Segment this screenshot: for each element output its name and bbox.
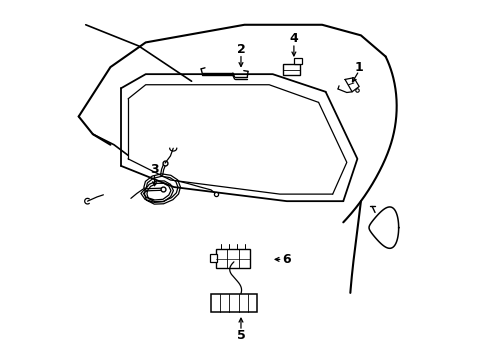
FancyBboxPatch shape [209,254,217,262]
Text: 6: 6 [282,253,290,266]
FancyBboxPatch shape [216,249,249,268]
Text: 4: 4 [289,32,298,45]
Text: 3: 3 [150,163,159,176]
Text: 2: 2 [236,43,245,56]
Text: 5: 5 [236,329,245,342]
FancyBboxPatch shape [283,64,300,75]
FancyBboxPatch shape [293,58,301,64]
FancyBboxPatch shape [210,294,256,312]
Text: 1: 1 [354,60,363,73]
